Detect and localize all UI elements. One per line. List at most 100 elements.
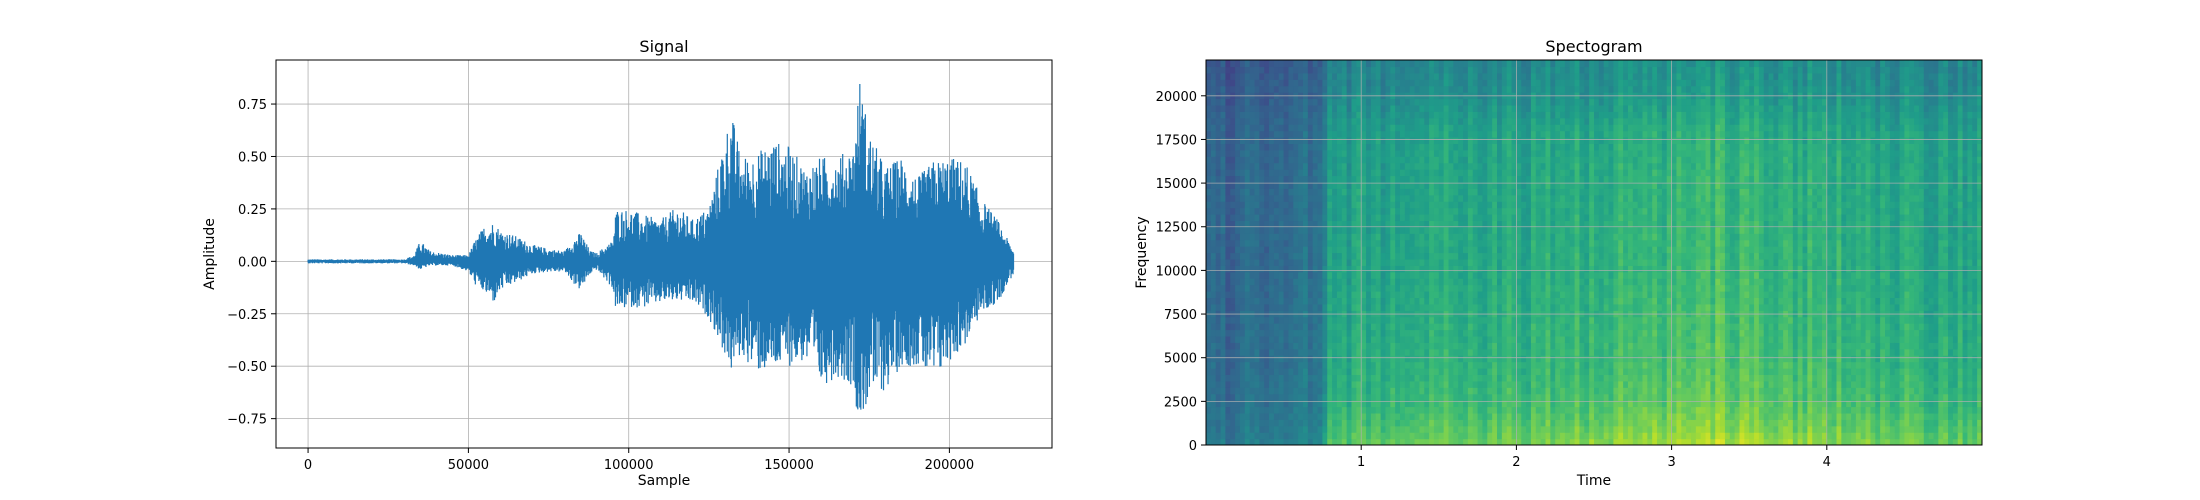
spectrogram-cell [1540,374,1547,382]
spectrogram-cell [1298,66,1304,74]
spectrogram-cell [1356,72,1362,80]
spectrogram-cell [1307,316,1314,324]
spectrogram-cell [1400,380,1406,388]
spectrogram-cell [1380,214,1387,222]
spectrogram-cell [1375,201,1382,209]
spectrogram-cell [1448,323,1454,331]
spectrogram-cell [1560,406,1566,414]
spectrogram-cell [1366,181,1372,189]
spectrogram-cell [1516,432,1522,440]
spectrogram-cell [1545,188,1551,196]
spectrogram-cell [1467,72,1474,80]
spectrogram-cell [1429,233,1435,241]
spectrogram-cell [1487,303,1493,311]
spectrogram-cell [1225,284,1231,292]
spectrogram-cell [1249,207,1256,215]
spectrogram-cell [1293,316,1299,324]
spectrogram-cell [1390,130,1396,138]
spectrogram-cell [1249,85,1256,93]
spectrogram-cell [1501,214,1508,222]
spectrogram-cell [1414,104,1420,112]
spectrogram-cell [1511,412,1517,420]
spectrogram-cell [1487,220,1493,228]
spectrogram-cell [1303,130,1309,138]
spectrogram-cell [1574,406,1581,414]
spectrogram-cell [1584,111,1590,119]
spectrogram-cell [1574,169,1581,177]
spectrogram-cell [1409,207,1416,215]
spectrogram-cell [1346,130,1353,138]
spectrogram-cell [1555,72,1561,80]
spectrogram-cell [1278,412,1285,420]
spectrogram-cell [1215,419,1222,427]
spectrogram-cell [1467,380,1474,388]
spectrogram-cell [1579,323,1585,331]
spectrogram-cell [1530,104,1537,112]
spectrogram-cell [1438,124,1445,132]
spectrogram-cell [1594,214,1600,222]
spectrogram-cell [1400,188,1406,196]
spectrogram-cell [1225,98,1231,106]
spectrogram-cell [1206,329,1212,337]
spectrogram-cell [1235,201,1241,209]
spectrogram-cell [1448,66,1454,74]
spectrogram-cell [1598,156,1605,164]
spectrogram-cell [1594,226,1600,234]
spectrogram-cell [1550,393,1556,401]
spectrogram-cell [1283,419,1290,427]
spectrogram-cell [1584,323,1590,331]
spectrogram-cell [1497,117,1503,125]
spectrogram-cell [1303,412,1309,420]
spectrogram-cell [1438,348,1445,356]
spectrogram-cell [1356,355,1362,363]
spectrogram-cell [1429,181,1435,189]
signal-y-tick-label: 0.50 [238,150,267,165]
spectrogram-cell [1429,303,1435,311]
spectrogram-cell [1535,233,1542,241]
spectrogram-cell [1307,188,1314,196]
spectrogram-cell [1569,355,1576,363]
spectrogram-cell [1293,98,1299,106]
spectrogram-cell [1535,220,1542,228]
spectrogram-cell [1569,124,1576,132]
spectrogram-cell [1555,175,1561,183]
spectrogram-cell [1341,226,1348,234]
spectrogram-cell [1404,130,1411,138]
spectrogram-cell [1361,214,1367,222]
spectrogram-cell [1443,291,1450,299]
signal-y-tick-label: 0.25 [238,203,267,218]
spectrogram-cell [1278,425,1285,433]
spectrogram-cell [1283,393,1290,401]
spectrogram-cell [1594,162,1600,170]
spectrogram-cell [1429,265,1435,273]
spectrogram-cell [1448,316,1454,324]
spectrogram-cell [1375,284,1382,292]
spectrogram-cell [1303,181,1309,189]
spectrogram-cell [1463,233,1469,241]
spectrogram-cell [1235,400,1241,408]
spectrogram-cell [1278,291,1285,299]
spectrogram-cell [1249,188,1256,196]
spectrogram-cell [1210,432,1217,440]
spectrogram-cell [1278,149,1285,157]
spectrogram-cell [1545,233,1551,241]
spectrogram-cell [1336,181,1343,189]
spectrogram-cell [1249,220,1256,228]
spectrogram-cell [1361,226,1367,234]
spectrogram-cell [1429,297,1435,305]
spectrogram-cell [1458,79,1464,87]
spectrogram-cell [1283,98,1290,106]
spectrogram-cell [1506,117,1513,125]
spectrogram-cell [1497,72,1503,80]
spectrogram-cell [1336,258,1343,266]
spectrogram-cell [1545,181,1551,189]
spectrogram-cell [1501,137,1508,145]
spectrogram-cell [1603,348,1610,356]
spectrogram-cell [1438,412,1445,420]
spectrogram-cell [1463,303,1469,311]
spectrogram-cell [1521,355,1527,363]
spectrogram-cell [1317,79,1323,87]
spectrogram-cell [1336,342,1343,350]
spectrogram-cell [1366,271,1372,279]
spectrogram-cell [1278,207,1285,215]
